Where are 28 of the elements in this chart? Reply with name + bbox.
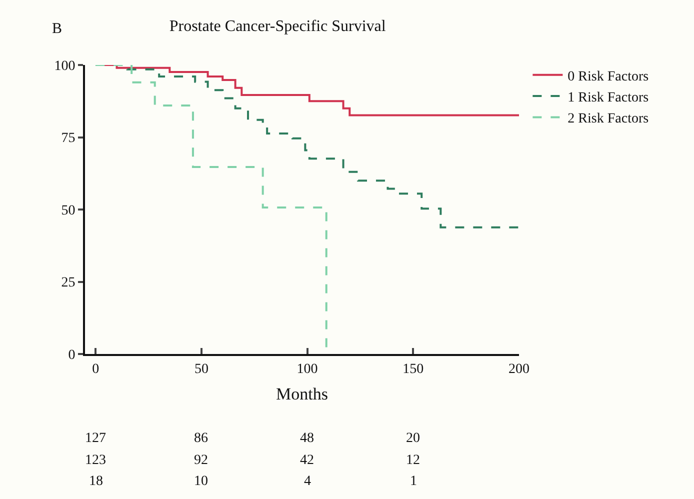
text: 92 xyxy=(194,453,208,468)
legend-label: 2 Risk Factors xyxy=(568,112,649,127)
text: B xyxy=(52,21,62,37)
x-tick-label: 200 xyxy=(508,362,530,377)
legend-label: 1 Risk Factors xyxy=(568,90,649,106)
x-axis-title: Months xyxy=(276,384,328,404)
text: 18 xyxy=(89,474,103,489)
text: 127 xyxy=(85,431,106,446)
text: 12 xyxy=(406,453,420,468)
legend-label: 0 Risk Factors xyxy=(568,69,649,84)
text: 4 xyxy=(304,474,311,489)
text: 1 xyxy=(410,474,417,489)
y-tick-label: 75 xyxy=(61,131,76,146)
chart-title: Prostate Cancer-Specific Survival xyxy=(169,18,386,36)
text: 48 xyxy=(300,431,314,446)
text: 123 xyxy=(85,453,106,468)
y-tick-label: 0 xyxy=(68,348,76,363)
x-tick-label: 150 xyxy=(402,362,424,377)
x-tick-label: 0 xyxy=(92,362,100,377)
text: 42 xyxy=(300,453,314,468)
x-tick-label: 100 xyxy=(296,362,318,377)
text: 20 xyxy=(406,431,420,446)
y-tick-label: 50 xyxy=(61,203,76,218)
y-tick-label: 100 xyxy=(54,58,76,74)
text: 10 xyxy=(194,474,208,489)
x-tick-label: 50 xyxy=(194,362,208,377)
y-tick-label: 25 xyxy=(61,276,76,291)
text: 86 xyxy=(194,431,208,446)
